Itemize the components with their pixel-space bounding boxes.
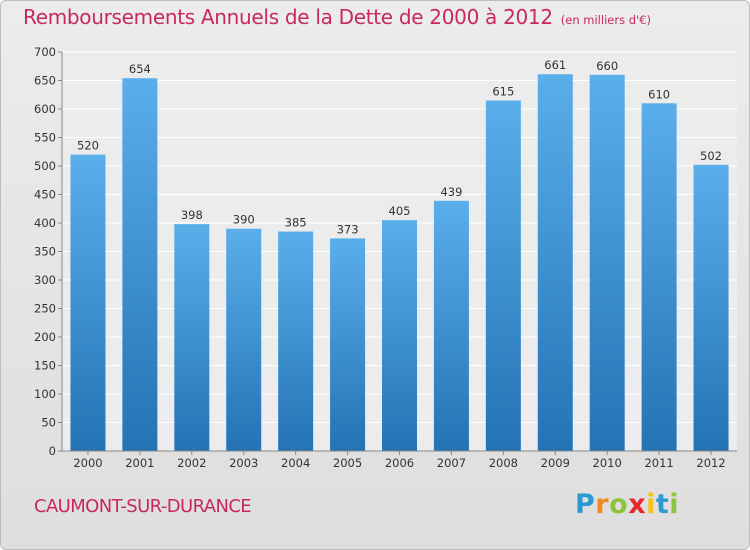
bar [537, 74, 573, 451]
data-label: 502 [700, 149, 722, 163]
logo-letter: t [655, 489, 670, 520]
data-label: 390 [233, 213, 255, 227]
y-tick-label: 400 [34, 216, 56, 230]
data-label: 520 [77, 139, 99, 153]
x-tick-label: 2011 [644, 456, 673, 470]
x-tick-label: 2006 [385, 456, 414, 470]
bar [589, 74, 625, 452]
data-label: 405 [389, 204, 411, 218]
x-tick-label: 2001 [125, 456, 154, 470]
data-label: 610 [648, 87, 670, 101]
logo-letter: r [595, 489, 610, 520]
y-tick-label: 350 [34, 245, 56, 259]
y-tick-label: 250 [34, 302, 56, 316]
y-tick-label: 600 [34, 102, 56, 116]
data-label: 615 [492, 84, 514, 98]
commune-name: CAUMONT-SUR-DURANCE [34, 496, 252, 517]
y-tick-label: 150 [34, 359, 56, 373]
x-tick-label: 2008 [489, 456, 518, 470]
y-tick-label: 550 [34, 131, 56, 145]
x-tick-label: 2009 [541, 456, 570, 470]
y-tick-label: 450 [34, 188, 56, 202]
logo-letter: x [628, 489, 647, 520]
x-tick-label: 2010 [593, 456, 622, 470]
bar [382, 220, 417, 451]
bar [70, 154, 106, 451]
bar [641, 103, 677, 452]
bar [485, 100, 521, 451]
chart-title-text: Remboursements Annuels de la Dette de 20… [23, 5, 553, 29]
bar [330, 238, 366, 451]
bar [693, 164, 729, 452]
x-tick-label: 2005 [333, 456, 362, 470]
data-label: 660 [596, 59, 618, 73]
unit-note: (en milliers d'€) [560, 13, 651, 27]
data-label: 398 [181, 208, 203, 222]
data-label: 661 [544, 58, 566, 72]
y-tick-label: 300 [34, 273, 56, 287]
x-tick-label: 2004 [281, 456, 310, 470]
bar [174, 224, 210, 451]
y-tick-label: 700 [34, 45, 56, 59]
x-tick-label: 2002 [177, 456, 206, 470]
y-tick-label: 500 [34, 159, 56, 173]
data-label: 654 [129, 62, 151, 76]
bar [122, 78, 158, 451]
logo-letter: i [646, 489, 656, 520]
bar [433, 200, 469, 451]
y-tick-label: 0 [49, 444, 56, 458]
proxiti-logo: Proxiti [575, 489, 679, 520]
data-label: 439 [440, 185, 462, 199]
y-tick-label: 650 [34, 74, 56, 88]
chart-title: Remboursements Annuels de la Dette de 20… [23, 5, 651, 29]
y-tick-label: 50 [41, 416, 56, 430]
bar [278, 231, 314, 451]
x-tick-label: 2003 [229, 456, 258, 470]
logo-letter: P [575, 489, 596, 520]
y-tick-label: 200 [34, 330, 56, 344]
y-tick-label: 100 [34, 387, 56, 401]
x-tick-label: 2012 [696, 456, 725, 470]
logo-letter: i [669, 489, 680, 520]
bar [226, 228, 262, 451]
logo-letter: o [609, 489, 629, 520]
data-label: 373 [337, 222, 359, 236]
data-label: 385 [285, 216, 307, 230]
x-tick-label: 2000 [73, 456, 102, 470]
x-tick-label: 2007 [437, 456, 466, 470]
